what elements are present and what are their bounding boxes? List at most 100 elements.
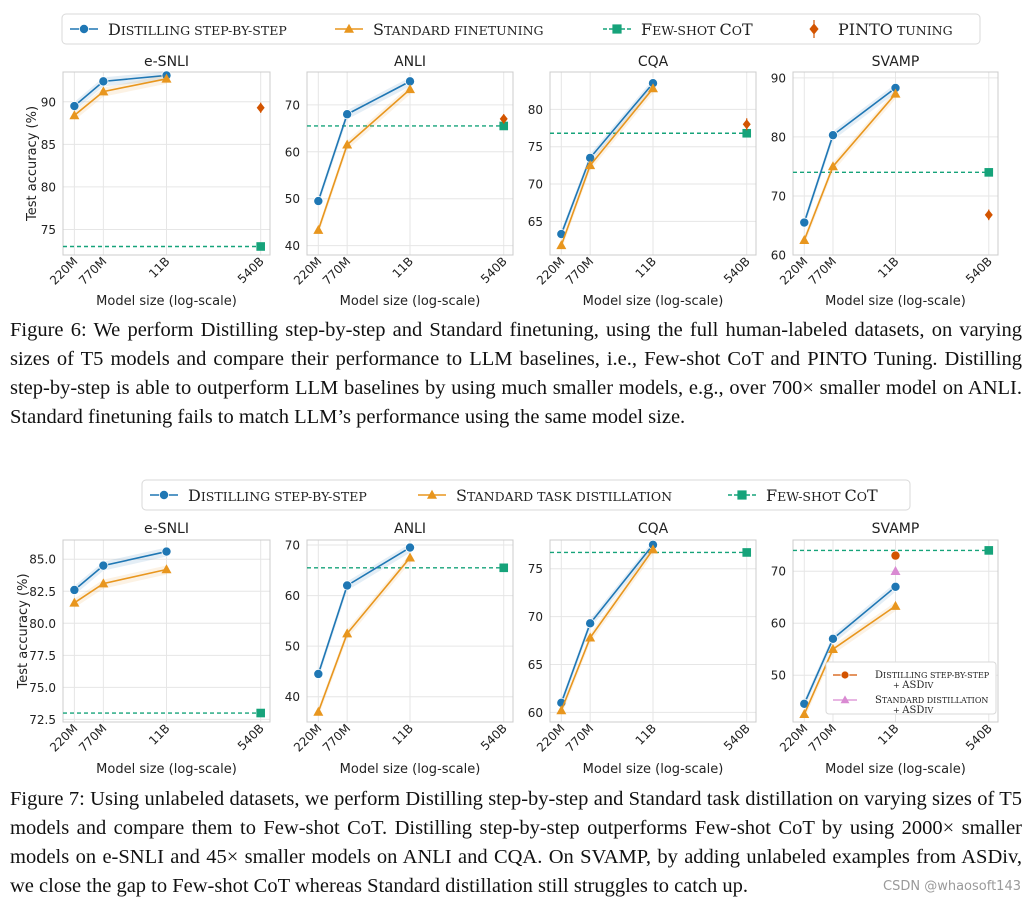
y-tick-label: 85.0 (29, 553, 56, 567)
pinto-marker (984, 209, 993, 220)
legend: DISTILLING STEP-BY-STEP STANDARD TASK DIS… (141, 479, 911, 511)
y-tick-label: 50 (771, 669, 786, 683)
y-tick-label: 85 (41, 138, 56, 152)
x-tick-label: 11B (633, 254, 660, 281)
x-tick-label: 11B (633, 721, 660, 748)
series-band-standard (318, 85, 410, 236)
y-tick-label: 60 (771, 617, 786, 631)
y-tick-label: 70 (528, 610, 543, 624)
x-tick-label: 770M (320, 254, 353, 287)
x-tick-label: 540B (478, 254, 510, 286)
x-tick-label: 220M (534, 254, 567, 287)
asdiv-legend-sub-asdiv_standard: + ASDIV (893, 705, 934, 716)
x-tick-label: 11B (390, 254, 417, 281)
asdiv-legend-marker-asdiv_distill (840, 670, 850, 680)
asdiv-legend-label-asdiv_standard: STANDARD DISTILLATION (875, 695, 988, 706)
data-point-standard (556, 240, 567, 250)
data-point-distill (890, 581, 901, 592)
data-point-distill (404, 542, 415, 553)
data-point-distill (342, 580, 353, 591)
legend-marker-fewshot (612, 24, 622, 34)
series-band-distill (74, 547, 167, 595)
x-tick-label: 770M (563, 721, 596, 754)
x-axis-label: Model size (log-scale) (583, 762, 724, 777)
data-point-standard (342, 139, 353, 149)
data-point-standard (161, 73, 172, 83)
y-tick-label: 70 (771, 189, 786, 203)
fewshot-marker (256, 242, 265, 251)
series-band-standard (804, 602, 896, 720)
series-line-standard (803, 93, 897, 241)
x-tick-label: 220M (291, 721, 324, 754)
legend-label-pinto: PINTO TUNING (838, 20, 953, 39)
data-point-distill (799, 217, 810, 228)
data-point-distill (161, 546, 172, 557)
data-point-distill (313, 668, 324, 679)
series-band-standard (561, 84, 653, 251)
panel-title: ANLI (394, 54, 426, 70)
y-tick-label: 70 (285, 539, 300, 553)
series-band-standard (74, 74, 167, 121)
y-tick-label: 75 (528, 140, 543, 154)
y-tick-label: 60 (771, 249, 786, 263)
data-point-standard (313, 224, 324, 234)
data-point-distill (313, 196, 324, 207)
y-tick-label: 80 (528, 103, 543, 117)
y-tick-label: 80 (41, 180, 56, 194)
legend-label-standard: STANDARD FINETUNING (373, 20, 544, 39)
pinto-marker (499, 113, 508, 124)
x-tick-label: 540B (235, 254, 267, 286)
y-tick-label: 50 (285, 640, 300, 654)
series-band-standard (804, 89, 896, 246)
series-band-standard (74, 565, 167, 608)
x-tick-label: 11B (875, 721, 902, 748)
data-point-standard (799, 709, 810, 718)
data-point-standard (313, 706, 324, 716)
legend-frame (141, 479, 911, 511)
fewshot-marker (499, 121, 509, 131)
panel-title: CQA (638, 54, 669, 70)
y-tick-label: 80.0 (29, 617, 56, 631)
plot-frame (549, 71, 757, 256)
legend-marker-fewshot (737, 490, 747, 500)
x-tick-label: 11B (390, 721, 417, 748)
y-tick-label: 60 (285, 145, 300, 159)
x-tick-label: 540B (721, 721, 753, 753)
x-tick-label: 11B (146, 721, 173, 748)
figure-6-label: Figure 6: (10, 319, 87, 341)
legend-marker-pinto (809, 23, 819, 35)
data-point-standard (799, 235, 810, 245)
panel-title: e-SNLI (144, 521, 189, 537)
data-point-standard (890, 600, 901, 610)
x-tick-label: 11B (875, 254, 902, 281)
y-tick-label: 50 (285, 192, 300, 206)
asdiv-legend-sub-asdiv_distill: + ASDIV (893, 680, 934, 691)
y-tick-label: 90 (41, 95, 56, 109)
x-tick-label: 770M (806, 254, 839, 287)
x-tick-label: 11B (146, 254, 173, 281)
data-point-standard (648, 83, 658, 93)
x-tick-label: 220M (47, 254, 80, 287)
fewshot-marker (984, 168, 994, 177)
data-point-standard (161, 564, 172, 574)
plot-frame (62, 539, 271, 723)
data-point-distill (342, 109, 353, 120)
plot-frame (306, 539, 514, 723)
data-point-standard (405, 552, 415, 562)
data-point-distill (585, 618, 596, 629)
legend-marker-distill (158, 489, 169, 500)
data-point-distill (98, 560, 109, 571)
y-tick-label: 77.5 (29, 649, 56, 663)
x-tick-label: 770M (563, 254, 596, 287)
plot-frame (792, 539, 999, 723)
figure-7-label: Figure 7: (10, 788, 85, 810)
data-point-standard (342, 628, 353, 638)
fewshot-marker (742, 548, 752, 557)
